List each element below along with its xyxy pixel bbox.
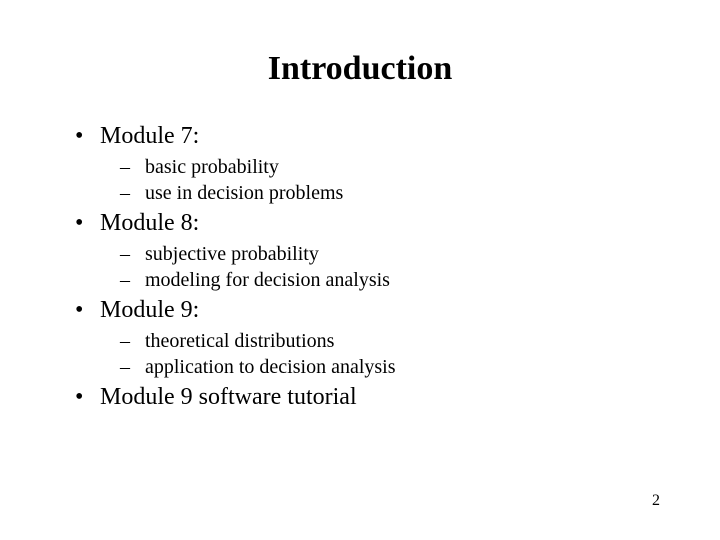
sub-list: basic probability use in decision proble… xyxy=(100,154,660,206)
module-list: Module 7: basic probability use in decis… xyxy=(70,123,660,411)
sub-item: use in decision problems xyxy=(120,180,660,206)
module-label: Module 9: xyxy=(100,297,199,323)
slide-title: Introduction xyxy=(60,50,660,88)
module-label: Module 8: xyxy=(100,210,199,236)
module-item: Module 7: basic probability use in decis… xyxy=(70,123,660,206)
sub-item: application to decision analysis xyxy=(120,354,660,380)
page-number: 2 xyxy=(652,492,660,510)
sub-list: theoretical distributions application to… xyxy=(100,328,660,380)
module-item: Module 9 software tutorial xyxy=(70,384,660,411)
slide-content: Module 7: basic probability use in decis… xyxy=(60,123,660,411)
module-label: Module 7: xyxy=(100,123,199,149)
module-label: Module 9 software tutorial xyxy=(100,384,357,410)
sub-list: subjective probability modeling for deci… xyxy=(100,241,660,293)
module-item: Module 9: theoretical distributions appl… xyxy=(70,297,660,380)
sub-item: theoretical distributions xyxy=(120,328,660,354)
sub-item: subjective probability xyxy=(120,241,660,267)
module-item: Module 8: subjective probability modelin… xyxy=(70,210,660,293)
sub-item: modeling for decision analysis xyxy=(120,267,660,293)
sub-item: basic probability xyxy=(120,154,660,180)
